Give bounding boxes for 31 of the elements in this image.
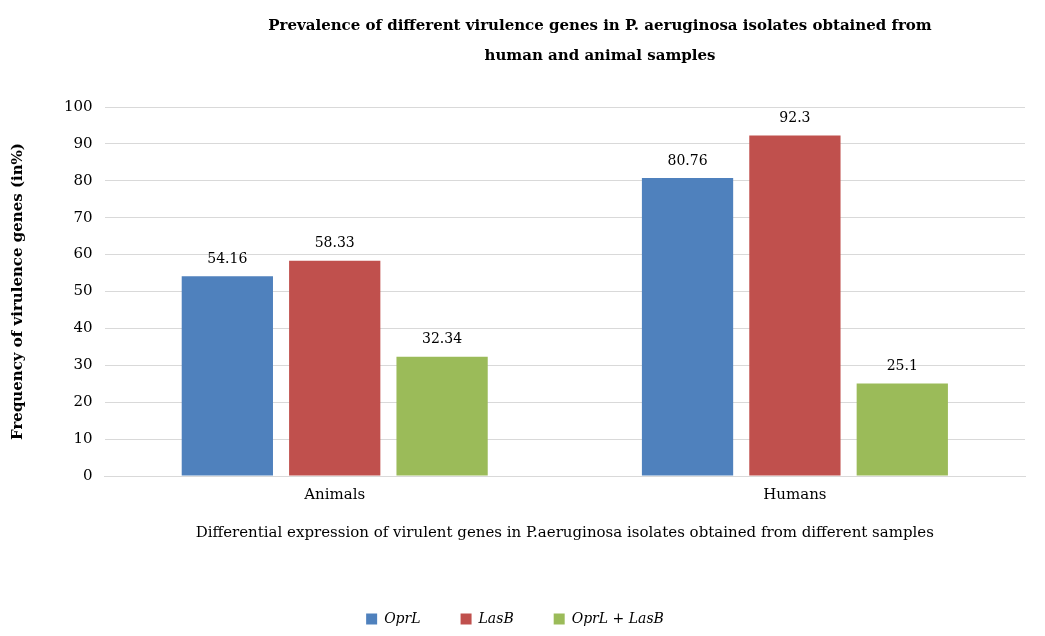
y-tick-label: 50 — [73, 281, 93, 300]
legend-label: OprL — [384, 609, 421, 626]
data-label: 32.34 — [422, 330, 463, 347]
data-label: 54.16 — [207, 249, 248, 266]
legend-label: LasB — [477, 609, 514, 626]
data-label: 58.33 — [314, 234, 355, 251]
y-tick-label: 90 — [73, 133, 93, 152]
data-label: 25.1 — [886, 357, 918, 374]
bar — [749, 135, 841, 476]
y-tick-label: 0 — [83, 465, 93, 484]
y-tick-label: 70 — [73, 207, 93, 226]
bar — [396, 356, 488, 476]
bar — [289, 260, 381, 476]
y-tick-label: 60 — [73, 244, 93, 263]
x-tick-label: Humans — [763, 484, 827, 503]
y-tick-label: 20 — [73, 392, 93, 411]
data-label: 92.3 — [779, 109, 811, 126]
y-tick-label: 80 — [73, 170, 93, 189]
y-tick-label: 40 — [73, 318, 93, 337]
y-tick-label: 30 — [73, 355, 93, 374]
x-axis-title: Differential expression of virulent genes in P.aeruginosa isolates obtained from different samples — [195, 522, 934, 541]
x-tick-label: Animals — [303, 484, 366, 503]
bar — [641, 178, 734, 476]
bar — [856, 383, 948, 476]
data-label: 80.76 — [667, 151, 708, 168]
y-tick-label: 100 — [63, 96, 93, 115]
legend-label: OprL + LasB — [571, 609, 664, 626]
y-tick-label: 10 — [73, 428, 93, 447]
bar — [181, 276, 273, 476]
y-axis-title: Frequency of virulence genes (in%) — [7, 143, 26, 440]
chart-title: Prevalence of different virulence genes in P. aeruginosa isolates obtained from human and animal samples — [267, 15, 933, 66]
